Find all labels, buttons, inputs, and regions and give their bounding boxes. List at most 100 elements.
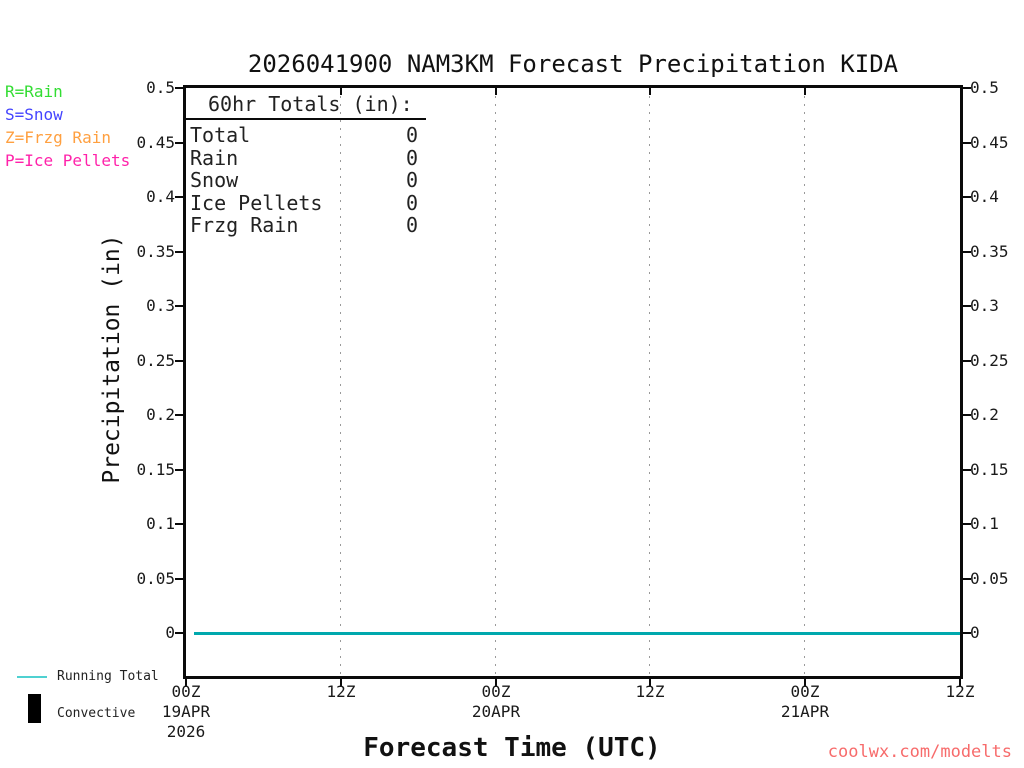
- y-tick-label-right: 0.1: [970, 514, 999, 533]
- x-tick-label: 00Z: [481, 682, 511, 701]
- y-axis-tick: [963, 250, 971, 253]
- totals-row-value: 0: [405, 190, 418, 215]
- y-axis-tick: [963, 523, 971, 525]
- x-tick-date-label: 21APR: [780, 702, 830, 721]
- x-tick-label: 00Z: [171, 682, 201, 701]
- y-tick-label-left: 0.15: [136, 459, 175, 479]
- x-tick-label: 12Z: [635, 682, 665, 701]
- totals-row-label: Rain: [190, 145, 239, 170]
- x-tick-date-label: 20APR: [471, 702, 521, 721]
- totals-row-label: Total: [190, 123, 251, 147]
- y-tick-label-left: 0.1: [146, 514, 175, 533]
- convective-legend-label: Convective: [57, 706, 136, 721]
- totals-row-value: 0: [405, 123, 418, 147]
- y-axis-tick: [963, 577, 971, 580]
- y-axis-tick: [175, 250, 183, 253]
- totals-row: Frzg Rain 0: [186, 214, 418, 237]
- running-total-line: [194, 632, 960, 635]
- y-axis-tick: [963, 305, 971, 307]
- y-tick-label-left: 0.3: [146, 296, 175, 315]
- y-axis-tick: [175, 305, 183, 307]
- y-axis-tick: [175, 523, 183, 525]
- y-tick-label-left: 0.5: [146, 78, 175, 97]
- y-axis-tick: [963, 141, 971, 144]
- series-key-item: R=Rain: [5, 82, 63, 101]
- y-tick-label-left: 0: [165, 623, 175, 642]
- vertical-gridline: [495, 88, 496, 676]
- y-axis-tick: [175, 577, 183, 580]
- x-tick-date-label: 19APR: [161, 702, 211, 721]
- chart-title: 2026041900 NAM3KM Forecast Precipitation…: [247, 50, 899, 78]
- totals-heading: 60hr Totals (in):: [186, 92, 426, 120]
- x-tick-date-label: 2026: [166, 722, 206, 741]
- y-tick-label-right: 0.5: [970, 78, 999, 97]
- totals-row: Ice Pellets 0: [186, 190, 418, 215]
- y-axis-tick: [963, 414, 971, 416]
- y-tick-label-left: 0.2: [146, 405, 175, 424]
- series-key-item: S=Snow: [5, 105, 63, 124]
- y-axis-tick: [963, 359, 971, 362]
- y-tick-label-left: 0.05: [136, 568, 175, 588]
- totals-row: Snow 0: [186, 169, 418, 192]
- totals-row-label: Ice Pellets: [190, 190, 323, 215]
- totals-row-label: Snow: [190, 168, 239, 192]
- y-tick-label-right: 0.05: [970, 568, 1009, 588]
- y-tick-label-right: 0.35: [970, 241, 1009, 261]
- y-tick-label-right: 0.2: [970, 405, 999, 424]
- convective-bar-swatch: [28, 694, 41, 723]
- x-axis-tick: [495, 679, 497, 687]
- totals-row-value: 0: [405, 213, 418, 237]
- y-axis-tick: [175, 414, 183, 416]
- y-axis-tick: [963, 87, 971, 89]
- totals-row: Total 0: [186, 124, 418, 147]
- x-axis-tick: [959, 679, 961, 687]
- vertical-gridline: [804, 88, 805, 676]
- x-axis-tick-top: [649, 88, 651, 95]
- x-tick-label: 12Z: [945, 682, 975, 701]
- running-total-legend-label: Running Total: [57, 669, 159, 684]
- watermark-link: coolwx.com/modelts: [827, 742, 1012, 762]
- x-axis-tick: [804, 679, 806, 687]
- vertical-gridline: [340, 88, 341, 676]
- y-axis-tick: [175, 141, 183, 144]
- totals-row-label: Frzg Rain: [190, 213, 299, 237]
- x-axis-tick-top: [804, 88, 806, 95]
- totals-row-value: 0: [405, 145, 418, 170]
- y-tick-label-left: 0.35: [136, 241, 175, 261]
- x-axis-tick: [185, 679, 187, 687]
- series-key-item: Z=Frzg Rain: [5, 128, 111, 147]
- series-key-item: P=Ice Pellets: [5, 151, 131, 170]
- x-tick-label: 00Z: [790, 682, 820, 701]
- x-axis-tick-top: [340, 88, 342, 95]
- y-axis-tick: [175, 632, 183, 634]
- y-tick-label-right: 0.3: [970, 296, 999, 315]
- running-total-line-swatch: [17, 676, 47, 678]
- x-axis-tick: [649, 679, 651, 687]
- y-tick-label-right: 0.25: [970, 350, 1009, 370]
- y-axis-tick: [175, 196, 183, 198]
- y-axis-tick: [175, 359, 183, 362]
- vertical-gridline: [649, 88, 650, 676]
- y-tick-label-left: 0.25: [136, 350, 175, 370]
- totals-row: Rain 0: [186, 145, 418, 170]
- y-tick-label-left: 0.45: [136, 132, 175, 152]
- y-axis-tick: [963, 468, 971, 471]
- totals-row-value: 0: [405, 168, 418, 192]
- x-tick-label: 12Z: [326, 682, 356, 701]
- y-axis-tick: [175, 87, 183, 89]
- y-axis-tick: [963, 632, 971, 634]
- y-tick-label-right: 0: [970, 623, 980, 642]
- y-tick-label-right: 0.4: [970, 187, 999, 206]
- y-tick-label-right: 0.15: [970, 459, 1009, 479]
- y-tick-label-right: 0.45: [970, 132, 1009, 152]
- y-axis-tick: [963, 196, 971, 198]
- series-key: R=Rain S=Snow Z=Frzg Rain P=Ice Pellets: [5, 80, 130, 172]
- y-axis-tick: [175, 468, 183, 471]
- x-axis-label: Forecast Time (UTC): [363, 733, 661, 763]
- x-axis-tick: [340, 679, 342, 687]
- y-tick-label-left: 0.4: [146, 187, 175, 206]
- totals-box: 60hr Totals (in): Total 0 Rain 0 Snow 0 Ice Pe…: [186, 92, 426, 237]
- plot-area: 60hr Totals (in): Total 0 Rain 0 Snow 0 Ice Pe…: [183, 85, 963, 679]
- x-axis-tick-top: [495, 88, 497, 95]
